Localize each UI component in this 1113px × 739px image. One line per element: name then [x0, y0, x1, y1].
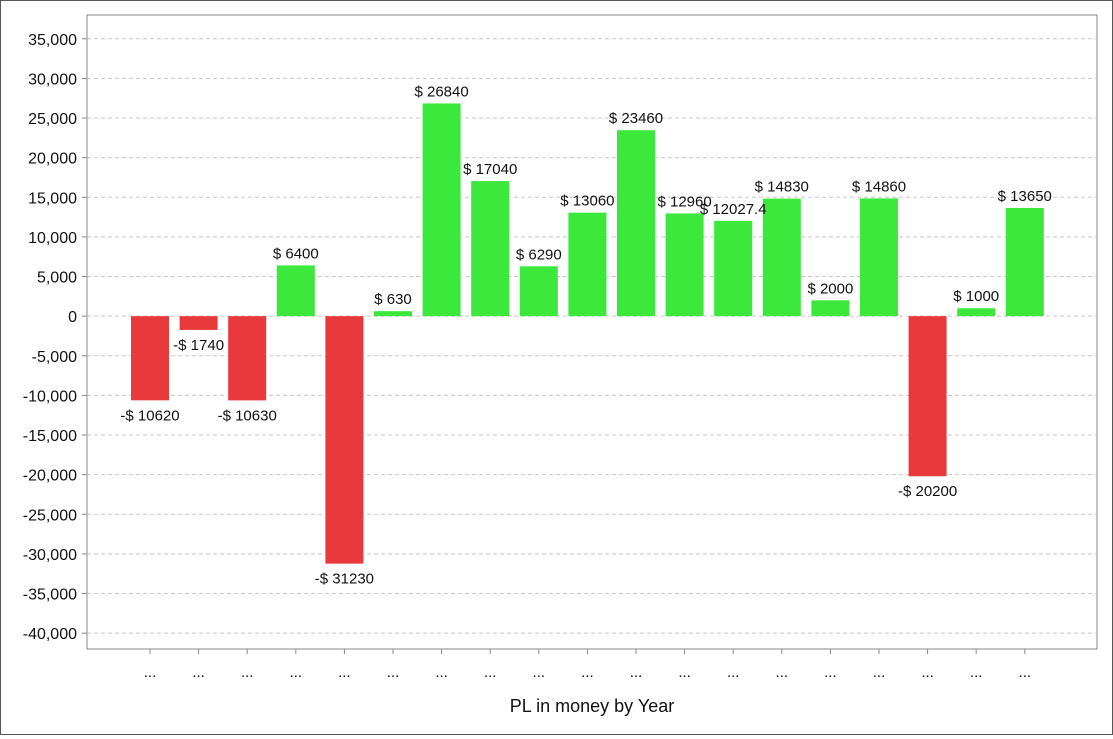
y-tick-label: 35,000: [28, 32, 77, 49]
y-tick-label: 10,000: [28, 230, 77, 247]
x-tick-label: ...: [581, 664, 594, 681]
y-tick-label: 25,000: [28, 111, 77, 128]
bar-positive: [422, 103, 461, 317]
x-tick-label: ...: [630, 664, 643, 681]
bar-positive: [665, 213, 704, 317]
bar-negative: [228, 316, 267, 401]
x-tick-label: ...: [192, 664, 205, 681]
bar-positive: [860, 198, 898, 317]
data-label: $ 13650: [998, 188, 1052, 205]
x-axis-title: PL in money by Year: [510, 696, 674, 716]
x-tick-label: ...: [484, 664, 497, 681]
data-label: $ 1000: [953, 288, 999, 305]
x-tick-label: ...: [1019, 664, 1032, 681]
bar-positive: [617, 130, 655, 317]
bar-positive: [519, 266, 558, 317]
bar-negative: [131, 316, 169, 401]
bar-positive: [957, 308, 996, 317]
x-tick-label: ...: [387, 664, 400, 681]
data-label: $ 2000: [807, 280, 853, 297]
data-label: $ 23460: [609, 110, 663, 127]
y-tick-label: -25,000: [23, 507, 77, 524]
x-tick-label: ...: [824, 664, 837, 681]
y-tick-label: -40,000: [23, 626, 77, 643]
data-label: $ 14830: [755, 179, 809, 196]
plot-area-border: [86, 14, 1098, 650]
bar-positive: [276, 265, 315, 317]
data-label: -$ 10620: [120, 407, 179, 424]
y-axis-ticks: 35,000 30,000 25,000 20,000 15,000 10,000 5,00…: [23, 32, 87, 643]
x-tick-label: ...: [144, 664, 157, 681]
bar-positive: [811, 300, 850, 317]
bars: [131, 103, 1044, 564]
x-tick-label: ...: [678, 664, 691, 681]
bar-positive: [471, 181, 510, 317]
x-axis-ticks: ........................................…: [144, 649, 1031, 681]
y-tick-label: 20,000: [28, 151, 77, 168]
x-tick-label: ...: [921, 664, 934, 681]
bar-positive: [714, 220, 753, 317]
data-label: $ 12027.4: [700, 201, 767, 218]
x-tick-label: ...: [241, 664, 254, 681]
x-tick-label: ...: [776, 664, 789, 681]
y-tick-label: 0: [68, 309, 77, 326]
data-label: -$ 20200: [898, 483, 957, 500]
y-tick-label: -5,000: [32, 349, 77, 366]
bar-positive: [762, 198, 801, 317]
data-label: $ 17040: [463, 161, 517, 178]
y-tick-label: 5,000: [37, 270, 77, 287]
y-tick-label: 30,000: [28, 71, 77, 88]
data-label: $ 630: [374, 291, 412, 308]
data-labels: -$ 10620 -$ 1740 -$ 10630 $ 6400 -$ 31230 $ 6…: [120, 83, 1052, 587]
data-label: -$ 10630: [218, 407, 277, 424]
y-tick-label: -35,000: [23, 587, 77, 604]
x-tick-label: ...: [435, 664, 448, 681]
bar-positive: [568, 212, 607, 317]
data-label: -$ 31230: [315, 571, 374, 588]
y-tick-label: 15,000: [28, 190, 77, 207]
x-tick-label: ...: [727, 664, 740, 681]
bar-negative: [908, 316, 947, 477]
y-tick-label: -15,000: [23, 428, 77, 445]
bar-negative: [325, 316, 364, 564]
data-label: $ 26840: [414, 83, 468, 100]
data-label: $ 12960: [657, 193, 711, 210]
bar-positive: [1005, 207, 1044, 317]
bar-negative: [179, 316, 218, 330]
data-label: $ 6290: [516, 246, 562, 263]
y-tick-label: -10,000: [23, 388, 77, 405]
x-tick-label: ...: [533, 664, 546, 681]
data-label: $ 6400: [273, 245, 319, 262]
x-tick-label: ...: [290, 664, 303, 681]
data-label: $ 13060: [560, 193, 614, 210]
y-tick-label: -30,000: [23, 547, 77, 564]
bar-positive: [374, 311, 412, 317]
data-label: $ 14860: [852, 178, 906, 195]
data-label: -$ 1740: [173, 337, 224, 354]
x-tick-label: ...: [970, 664, 983, 681]
x-tick-label: ...: [338, 664, 351, 681]
x-tick-label: ...: [873, 664, 886, 681]
y-tick-label: -20,000: [23, 468, 77, 485]
